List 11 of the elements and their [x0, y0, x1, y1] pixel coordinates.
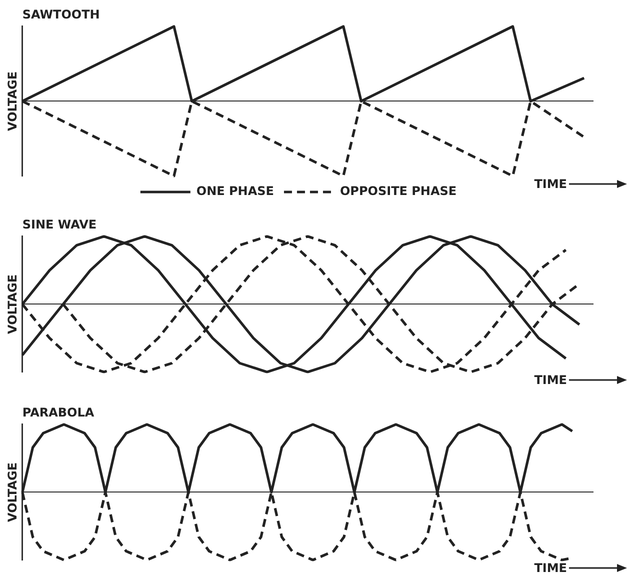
y-axis-title: VOLTAGE — [5, 462, 20, 522]
chart-title: PARABOLA — [22, 405, 95, 420]
chart-title: SINE WAVE — [22, 217, 97, 232]
y-axis-title: VOLTAGE — [5, 274, 20, 334]
chart-title: SAWTOOTH — [22, 7, 100, 22]
legend-label: OPPOSITE PHASE — [340, 184, 457, 198]
legend-label: ONE PHASE — [196, 184, 274, 198]
x-axis-title: TIME — [534, 373, 567, 387]
y-axis-title: VOLTAGE — [5, 71, 20, 131]
x-axis-title: TIME — [534, 177, 567, 191]
x-axis-title: TIME — [534, 561, 567, 575]
